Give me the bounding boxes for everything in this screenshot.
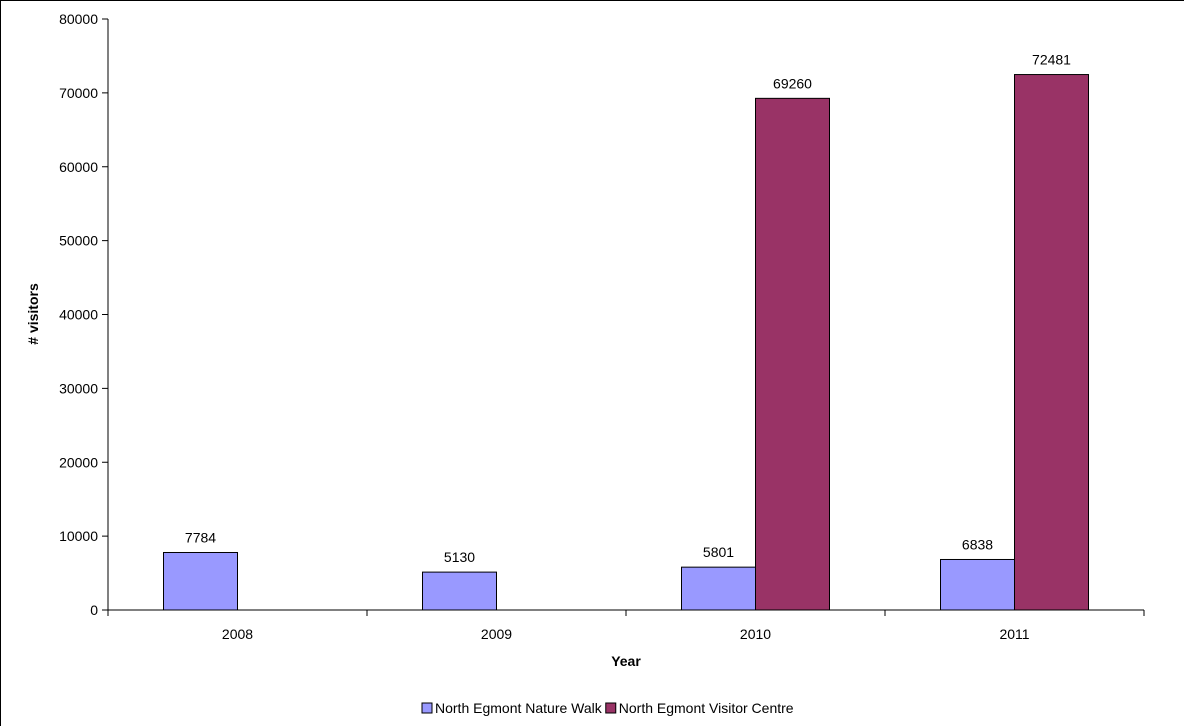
- legend-label: North Egmont Visitor Centre: [619, 700, 794, 716]
- legend: North Egmont Nature Walk North Egmont Vis…: [421, 700, 794, 716]
- y-tick-label: 20000: [59, 454, 98, 470]
- bar-nature-walk-2010: [681, 566, 756, 611]
- y-tick-label: 80000: [59, 11, 98, 27]
- legend-swatch: [421, 702, 433, 714]
- x-tick-label: 2008: [222, 626, 253, 642]
- data-label: 7784: [185, 529, 216, 545]
- bar-nature-walk-2009: [422, 571, 497, 611]
- x-ticks: 2008 2009 2010 2011: [107, 610, 1145, 642]
- bar-nature-walk-2011: [940, 558, 1015, 611]
- x-axis-title: Year: [611, 653, 641, 669]
- y-tick-label: 60000: [59, 159, 98, 175]
- data-labels: 7784 5130 5801 6838 69260 72481: [185, 52, 1071, 566]
- bar-nature-walk-2008: [163, 551, 238, 611]
- y-tick-label: 40000: [59, 307, 98, 323]
- bars: [163, 74, 1089, 611]
- x-tick-label: 2010: [740, 626, 771, 642]
- y-tick-label: 50000: [59, 233, 98, 249]
- axes: [107, 19, 1144, 611]
- data-label: 69260: [773, 75, 812, 91]
- y-tick-label: 30000: [59, 380, 98, 396]
- bar-visitor-centre-2010: [755, 97, 830, 611]
- x-tick-label: 2009: [481, 626, 512, 642]
- bar-visitor-centre-2011: [1014, 74, 1089, 611]
- y-axis-title: # visitors: [25, 283, 41, 345]
- data-label: 6838: [962, 536, 993, 552]
- data-label: 72481: [1032, 52, 1071, 68]
- data-label: 5130: [444, 549, 475, 565]
- y-tick-label: 0: [90, 602, 98, 618]
- data-label: 5801: [703, 544, 734, 560]
- x-tick-label: 2011: [999, 626, 1029, 642]
- legend-swatch: [605, 702, 617, 714]
- y-tick-label: 70000: [59, 85, 98, 101]
- y-tick-label: 10000: [59, 528, 98, 544]
- y-ticks: 0 10000 20000 30000 40000 50000 60000 70000 8000…: [59, 11, 108, 618]
- legend-label: North Egmont Nature Walk: [435, 700, 603, 716]
